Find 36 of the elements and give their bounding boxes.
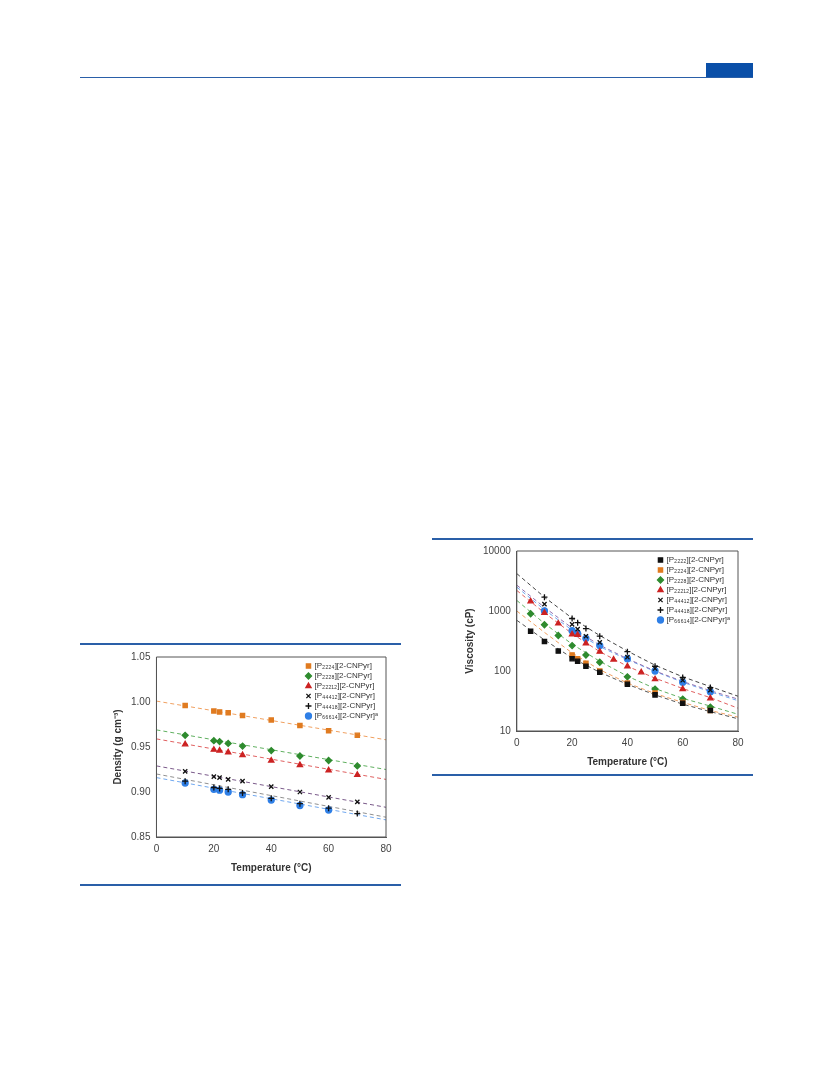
x-tick-label: 60 (677, 736, 689, 748)
y-tick-label: 0.90 (130, 785, 151, 797)
legend-label: [P₆₆₆₁₄][2-CNPyr]ᵃ (314, 711, 380, 721)
y-tick-label: 100 (494, 664, 512, 676)
x-tick-label: 0 (153, 842, 160, 854)
x-tick-label: 40 (621, 736, 634, 748)
x-tick-label: 40 (265, 842, 278, 854)
legend-label: [P₄₄₄₁₂][2-CNPyr] (666, 595, 727, 605)
x-tick-label: 20 (208, 842, 220, 854)
x-tick-label: 60 (323, 842, 335, 854)
y-axis-title: Viscosity (cP) (463, 608, 475, 674)
y-tick-label: 10 (499, 724, 512, 736)
legend-label: [P₂₂₂₈][2-CNPyr] (666, 575, 725, 585)
x-tick-label: 0 (514, 736, 521, 748)
legend-label: [P₂₂₂₈][2-CNPyr] (314, 671, 373, 681)
y-axis-title: Density (g cm⁻³) (111, 709, 123, 785)
y-tick-label: 1000 (488, 604, 512, 616)
legend-label: [P₂₂₂₄][2-CNPyr] (314, 661, 372, 671)
legend-label: [P₄₄₄₁₈][2-CNPyr] (666, 605, 728, 615)
legend-label: [P₂₂₂₂][2-CNPyr] (666, 555, 724, 565)
x-tick-label: 20 (566, 736, 579, 748)
legend-label: [P₂₂₂₁₂][2-CNPyr] (314, 681, 375, 691)
y-tick-label: 10000 (483, 544, 512, 556)
x-axis-title: Temperature (°C) (230, 861, 312, 873)
x-tick-label: 80 (732, 736, 744, 748)
y-tick-label: 0.95 (130, 740, 151, 752)
legend-label: [P₂₂₂₄][2-CNPyr] (666, 565, 724, 575)
y-tick-label: 0.85 (130, 830, 151, 842)
x-axis-title: Temperature (°C) (587, 755, 668, 767)
legend-label: [P₆₆₆₁₄][2-CNPyr]ᵃ (666, 615, 732, 625)
y-tick-label: 1.00 (130, 695, 151, 707)
x-tick-label: 80 (380, 842, 392, 854)
legend-label: [P₄₄₄₁₂][2-CNPyr] (314, 691, 375, 701)
legend-label: [P₂₂₂₁₂][2-CNPyr] (666, 585, 727, 595)
legend-label: [P₄₄₄₁₈][2-CNPyr] (314, 701, 376, 711)
y-tick-label: 1.05 (130, 650, 151, 662)
